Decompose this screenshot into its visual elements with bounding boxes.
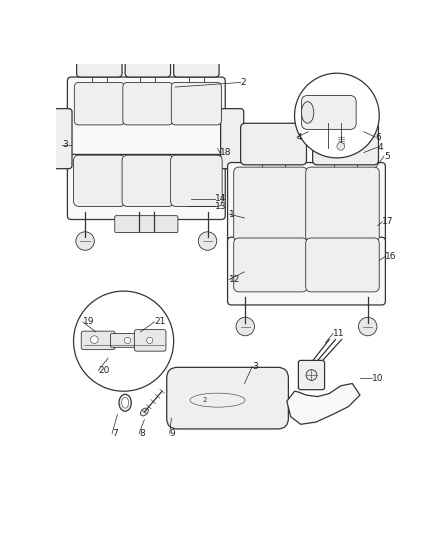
Circle shape — [236, 317, 254, 336]
Text: 12: 12 — [229, 275, 240, 284]
FancyBboxPatch shape — [221, 109, 244, 168]
Circle shape — [76, 232, 94, 251]
Text: 8: 8 — [139, 429, 145, 438]
Circle shape — [337, 142, 345, 150]
FancyBboxPatch shape — [167, 367, 288, 429]
Text: 17: 17 — [382, 217, 394, 227]
FancyBboxPatch shape — [240, 123, 307, 165]
Circle shape — [74, 291, 173, 391]
FancyBboxPatch shape — [313, 123, 378, 165]
Circle shape — [172, 400, 178, 406]
FancyBboxPatch shape — [49, 109, 72, 168]
FancyBboxPatch shape — [115, 216, 178, 232]
Text: 21: 21 — [155, 318, 166, 326]
FancyBboxPatch shape — [228, 237, 385, 305]
FancyBboxPatch shape — [173, 35, 219, 77]
FancyBboxPatch shape — [74, 155, 125, 206]
Text: 7: 7 — [112, 429, 118, 438]
Text: 4: 4 — [378, 143, 383, 151]
FancyBboxPatch shape — [67, 155, 225, 220]
Circle shape — [306, 370, 317, 381]
Ellipse shape — [122, 398, 129, 408]
FancyBboxPatch shape — [234, 238, 307, 292]
FancyBboxPatch shape — [147, 159, 155, 165]
Circle shape — [358, 317, 377, 336]
Circle shape — [198, 232, 217, 251]
Text: 16: 16 — [385, 252, 397, 261]
FancyBboxPatch shape — [123, 83, 173, 125]
FancyBboxPatch shape — [307, 242, 314, 248]
FancyBboxPatch shape — [228, 163, 385, 251]
Text: 2: 2 — [202, 397, 207, 403]
FancyBboxPatch shape — [77, 35, 122, 77]
Text: 11: 11 — [333, 329, 345, 338]
Circle shape — [147, 337, 153, 343]
FancyBboxPatch shape — [298, 360, 325, 390]
Text: 20: 20 — [98, 366, 110, 375]
FancyBboxPatch shape — [234, 167, 307, 242]
Circle shape — [294, 73, 379, 158]
Text: 1: 1 — [229, 209, 235, 219]
FancyBboxPatch shape — [301, 95, 356, 130]
Text: 2: 2 — [240, 78, 246, 87]
Text: 3: 3 — [252, 362, 258, 371]
FancyBboxPatch shape — [67, 77, 225, 168]
FancyBboxPatch shape — [125, 35, 170, 77]
FancyBboxPatch shape — [122, 155, 173, 206]
Text: 10: 10 — [371, 374, 383, 383]
Text: 14: 14 — [215, 194, 226, 203]
Ellipse shape — [119, 394, 131, 411]
Text: 18: 18 — [220, 148, 231, 157]
Circle shape — [167, 395, 183, 410]
Circle shape — [124, 337, 131, 343]
FancyBboxPatch shape — [298, 242, 305, 248]
Circle shape — [91, 336, 98, 343]
Text: 3: 3 — [62, 140, 68, 149]
FancyBboxPatch shape — [170, 155, 222, 206]
Text: 6: 6 — [375, 133, 381, 142]
Ellipse shape — [301, 102, 314, 123]
FancyBboxPatch shape — [138, 159, 145, 165]
Ellipse shape — [141, 408, 148, 416]
FancyBboxPatch shape — [306, 167, 379, 242]
Polygon shape — [287, 384, 360, 424]
Text: 5: 5 — [384, 152, 390, 161]
FancyBboxPatch shape — [306, 238, 379, 292]
Text: 4: 4 — [297, 133, 303, 142]
FancyBboxPatch shape — [110, 334, 137, 348]
FancyBboxPatch shape — [81, 331, 115, 350]
FancyBboxPatch shape — [171, 83, 221, 125]
FancyBboxPatch shape — [74, 83, 124, 125]
FancyBboxPatch shape — [134, 329, 166, 351]
Text: 13: 13 — [215, 202, 227, 211]
Text: 9: 9 — [170, 429, 176, 438]
Text: 19: 19 — [83, 318, 94, 326]
